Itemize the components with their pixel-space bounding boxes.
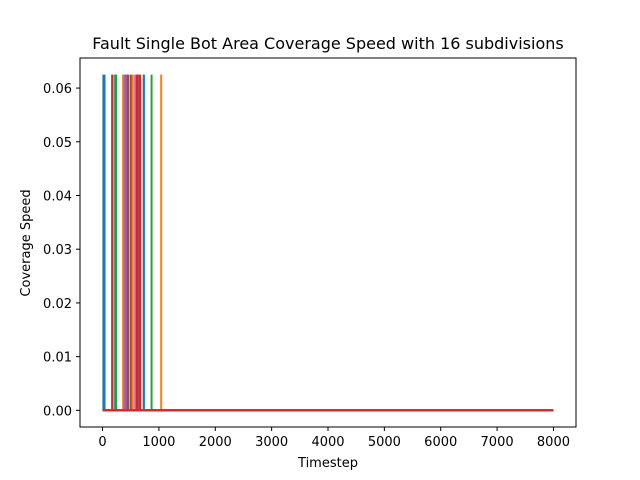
y-tick-label: 0.05: [43, 136, 72, 151]
x-tick-label: 2000: [199, 435, 232, 450]
x-tick-label: 1000: [142, 435, 175, 450]
series-layer: [102, 74, 554, 412]
x-axis-title: Timestep: [297, 456, 358, 471]
x-tick-label: 4000: [311, 435, 344, 450]
y-tick-label: 0.00: [43, 404, 72, 419]
y-tick-label: 0.01: [43, 351, 72, 366]
x-tick-label: 3000: [255, 435, 288, 450]
x-tick-label: 0: [98, 435, 106, 450]
x-tick-label: 5000: [368, 435, 401, 450]
chart-title: Fault Single Bot Area Coverage Speed wit…: [92, 34, 563, 53]
x-tick-label: 7000: [481, 435, 514, 450]
y-tick-label: 0.06: [43, 82, 72, 97]
series-16: [102, 74, 554, 412]
x-axis-ticks: 0 1000 2000 3000 4000 5000 6000 7000 8000: [98, 427, 570, 450]
plot-frame: [79, 57, 577, 428]
y-tick-label: 0.02: [43, 297, 72, 312]
x-tick-label: 6000: [424, 435, 457, 450]
y-axis-title: Coverage Speed: [19, 189, 34, 296]
y-tick-label: 0.03: [43, 243, 72, 258]
y-tick-label: 0.04: [43, 190, 72, 205]
y-axis-ticks: 0.00 0.01 0.02 0.03 0.04 0.05 0.06: [43, 82, 80, 419]
x-tick-label: 8000: [537, 435, 570, 450]
